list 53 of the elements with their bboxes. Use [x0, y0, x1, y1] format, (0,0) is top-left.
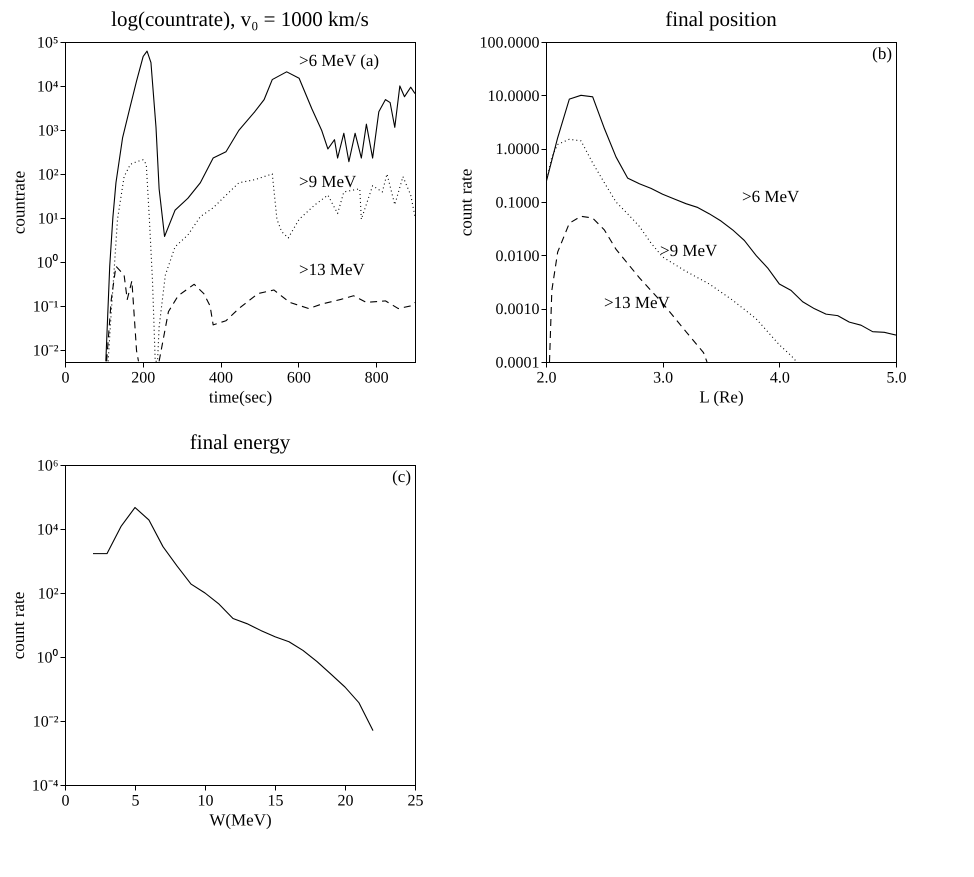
x-tick-label: 20 [338, 792, 354, 810]
annotation: (b) [872, 44, 892, 63]
annotation: >13 MeV [604, 293, 670, 312]
x-tick-label: 4.0 [770, 370, 790, 386]
y-tick-label: 10² [38, 166, 59, 184]
x-axis-title: L (Re) [699, 388, 744, 406]
chart-title: final energy [190, 430, 291, 454]
x-tick-label: 2.0 [536, 370, 556, 386]
y-tick-label: 0.0001 [496, 354, 540, 372]
y-tick-label: 10⁵ [36, 34, 58, 52]
y-tick-label: 10⁻¹ [32, 298, 59, 316]
y-tick-label: 10¹ [38, 210, 59, 228]
x-tick-label: 5 [132, 792, 140, 810]
annotation: >6 MeV [742, 187, 800, 206]
x-tick-label: 400 [209, 370, 234, 386]
annotation: >9 MeV [660, 241, 718, 260]
y-tick-label: 10⁴ [36, 522, 59, 538]
y-tick-label: 10⁻⁴ [32, 778, 59, 794]
x-tick-label: 200 [131, 370, 156, 386]
y-tick-label: 10⁰ [36, 648, 58, 666]
y-tick-label: 10⁴ [36, 78, 59, 96]
x-tick-label: 800 [364, 370, 389, 386]
y-tick-label: 10⁻² [32, 342, 59, 360]
annotation: >13 MeV [299, 260, 366, 279]
y-tick-label: 10⁰ [36, 253, 58, 272]
annotation: (c) [392, 467, 411, 486]
y-axis-title: count rate [8, 592, 28, 660]
y-axis-title: countrate [10, 170, 29, 234]
x-tick-label: 0 [62, 792, 70, 810]
y-tick-label: 0.0010 [496, 301, 540, 318]
annotation: >9 MeV [299, 172, 357, 191]
x-axis-title: W(MeV) [209, 810, 272, 830]
x-tick-label: 15 [268, 792, 284, 810]
y-tick-label: 10³ [38, 122, 59, 140]
y-tick-label: 100.0000 [480, 34, 540, 52]
y-tick-label: 10⁶ [36, 458, 58, 474]
x-tick-label: 5.0 [886, 370, 906, 386]
chart-title: log(countrate), v₀ = 1000 km/s [111, 7, 369, 31]
y-tick-label: 10⁻² [32, 714, 59, 730]
x-tick-label: 0 [62, 370, 70, 386]
chart-title: final position [665, 7, 778, 31]
x-axis-title: time(sec) [208, 388, 272, 406]
x-tick-label: 10 [198, 792, 214, 810]
x-tick-label: 25 [408, 792, 424, 810]
y-tick-label: 0.0100 [496, 248, 540, 265]
x-tick-label: 600 [286, 370, 311, 386]
y-tick-label: 0.1000 [496, 194, 540, 212]
x-tick-label: 3.0 [653, 370, 674, 386]
y-tick-label: 10.0000 [488, 88, 540, 105]
annotation: >6 MeV (a) [299, 51, 380, 70]
y-axis-title: count rate [456, 168, 476, 236]
y-tick-label: 10² [38, 586, 59, 602]
y-tick-label: 1.0000 [496, 141, 540, 158]
